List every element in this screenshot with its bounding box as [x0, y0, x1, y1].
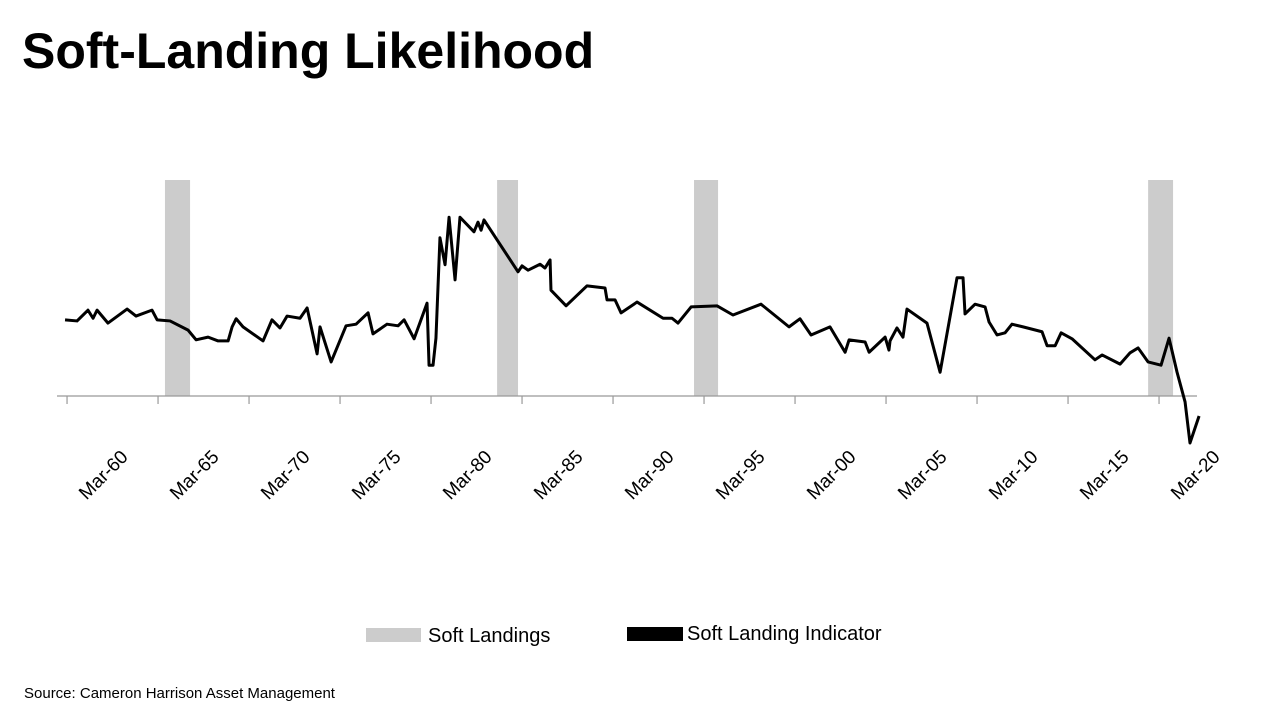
- x-tick-label: Mar-15: [1076, 447, 1133, 504]
- x-tick-label: Mar-00: [803, 447, 860, 504]
- shaded-range: [1148, 180, 1174, 396]
- x-tick-label: Mar-90: [621, 447, 678, 504]
- x-tick-label: Mar-80: [439, 447, 496, 504]
- x-tick-label: Mar-10: [985, 447, 1042, 504]
- shaded-range: [694, 180, 719, 396]
- legend-swatch-line: [627, 627, 683, 641]
- source-note: Source: Cameron Harrison Asset Managemen…: [24, 685, 336, 702]
- x-tick-label: Mar-20: [1167, 447, 1224, 504]
- x-tick-label: Mar-70: [257, 447, 314, 504]
- x-tick-label: Mar-95: [712, 447, 769, 504]
- legend-label: Soft Landings: [428, 625, 550, 647]
- shaded-range: [497, 180, 519, 396]
- legend-swatch-shaded: [366, 628, 421, 642]
- x-tick-label: Mar-65: [166, 447, 223, 504]
- x-tick-label: Mar-60: [75, 447, 132, 504]
- data-line: [64, 215, 1201, 445]
- x-tick-label: Mar-85: [530, 447, 587, 504]
- x-tick-label: Mar-05: [894, 447, 951, 504]
- x-tick-label: Mar-75: [348, 447, 405, 504]
- chart-title: Soft-Landing Likelihood: [22, 23, 594, 79]
- legend-label: Soft Landing Indicator: [687, 623, 882, 645]
- shaded-range: [164, 180, 191, 396]
